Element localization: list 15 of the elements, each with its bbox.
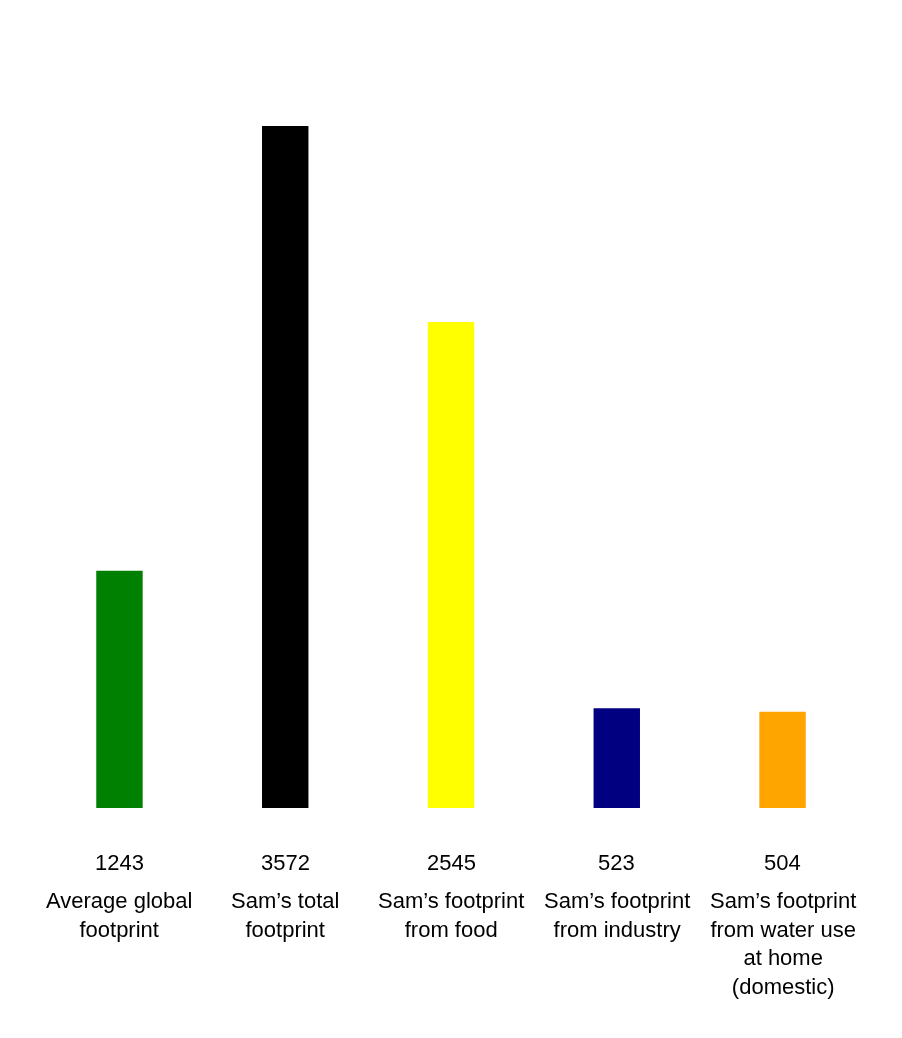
x-tick-label: Sam’s total footprint [231,888,340,942]
bar [759,711,806,808]
bar [96,570,143,808]
bar [593,708,640,808]
data-label: 523 [598,850,635,875]
data-label: 504 [764,850,801,875]
bar [427,322,475,808]
data-label: 3572 [261,850,310,875]
bar [262,125,309,808]
data-label: 1243 [95,850,144,875]
x-tick-label: Sam’s footprint from water use at home (domestic) [710,888,857,999]
x-tick-label: Sam’s footprint from food [378,888,525,942]
x-tick-label: Average global footprint [46,888,193,942]
x-tick-label: Sam’s footprint from industry [544,888,691,942]
data-label: 2545 [427,850,476,875]
